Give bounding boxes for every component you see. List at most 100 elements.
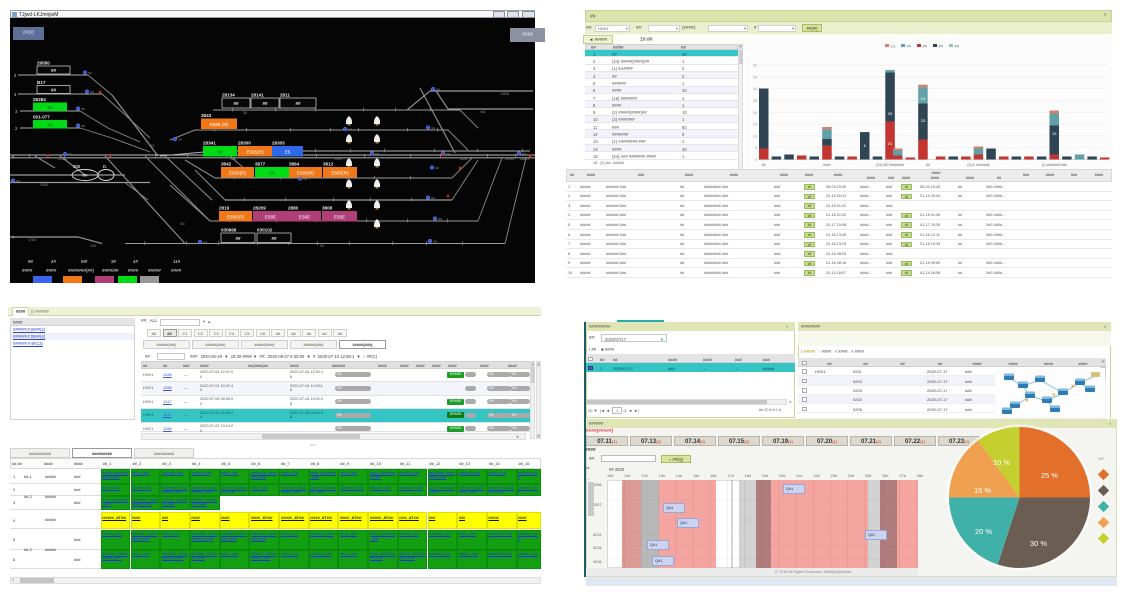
svg-text:3808: 3808 — [322, 206, 333, 211]
svg-text:29: 29 — [888, 111, 893, 116]
svg-text:58: 58 — [47, 105, 53, 110]
svg-text:6: 6 — [864, 143, 867, 148]
svg-text:58: 58 — [269, 170, 275, 175]
svg-text:22G: 22G — [335, 157, 342, 161]
svg-text:##: ## — [939, 43, 944, 48]
svg-text:030102: 030102 — [257, 228, 273, 233]
svg-text:×: × — [1052, 393, 1056, 399]
svg-text:15: 15 — [1052, 131, 1057, 136]
svg-text:E5: E5 — [285, 149, 291, 154]
svg-text:23: 23 — [921, 118, 926, 123]
svg-text:25: 25 — [753, 99, 757, 103]
svg-text:##: ## — [233, 101, 239, 106]
svg-text:2819: 2819 — [219, 206, 230, 211]
svg-text:10: 10 — [753, 134, 757, 138]
svg-text:23: 23 — [888, 141, 893, 146]
svg-text:uo: uo — [348, 128, 352, 132]
svg-text:uo: uo — [68, 153, 72, 157]
svg-text:S2: S2 — [150, 144, 154, 148]
svg-text:3812: 3812 — [323, 162, 334, 167]
svg-text:×: × — [1071, 384, 1075, 390]
svg-text:##: ## — [955, 43, 960, 48]
svg-text:##: ## — [235, 236, 241, 241]
svg-text:E585(R): E585(R) — [229, 170, 247, 175]
svg-text:0: 0 — [755, 158, 757, 162]
svg-text:##: ## — [295, 101, 301, 106]
svg-text:##: ## — [83, 173, 88, 178]
svg-text:E585 (R): E585 (R) — [210, 122, 229, 127]
svg-text:11D: 11D — [230, 157, 237, 161]
svg-text:2880: 2880 — [288, 206, 299, 211]
svg-text:1DD4: 1DD4 — [58, 157, 67, 161]
svg-text:×: × — [1025, 398, 1029, 404]
svg-text:13D8: 13D8 — [500, 92, 509, 96]
svg-text:2: 2 — [15, 126, 18, 131]
svg-text:7: 7 — [12, 235, 15, 240]
svg-text:28141: 28141 — [251, 93, 264, 98]
svg-text:40: 40 — [753, 64, 757, 68]
svg-text:5: 5 — [755, 146, 757, 150]
svg-text:30: 30 — [753, 87, 757, 91]
svg-text:3: 3 — [14, 92, 17, 97]
svg-text:35: 35 — [243, 111, 247, 115]
svg-text:15: 15 — [753, 123, 757, 127]
svg-text:uo: uo — [431, 196, 435, 200]
svg-text:uo: uo — [438, 217, 442, 221]
svg-text:35: 35 — [753, 75, 757, 79]
svg-text:58: 58 — [47, 122, 53, 127]
svg-text:uo: uo — [433, 240, 437, 244]
svg-text:28DG: 28DG — [520, 157, 530, 161]
svg-text:##: ## — [262, 101, 268, 106]
svg-text:E585(R): E585(R) — [331, 170, 349, 175]
svg-text:3G: 3G — [180, 222, 185, 226]
svg-text:E56E: E56E — [334, 214, 345, 219]
svg-text:28209: 28209 — [253, 206, 266, 211]
svg-text:2: 2 — [14, 73, 17, 78]
svg-text:1504: 1504 — [40, 183, 48, 187]
svg-text:3: 3 — [15, 109, 18, 114]
svg-text:uo: uo — [435, 166, 439, 170]
svg-text:D.: D. — [103, 164, 107, 169]
svg-text:2DG4: 2DG4 — [505, 157, 514, 161]
svg-text:006: 006 — [73, 164, 81, 169]
svg-text:3843: 3843 — [201, 113, 212, 118]
svg-text:uo: uo — [178, 138, 182, 142]
svg-text:uo: uo — [203, 241, 207, 245]
svg-text:3842: 3842 — [221, 162, 232, 167]
svg-text:E585(R): E585(R) — [227, 214, 245, 219]
svg-text:28305: 28305 — [272, 141, 285, 146]
svg-text:####: #### — [823, 163, 831, 167]
svg-text:28134: 28134 — [222, 93, 235, 98]
svg-text:1704: 1704 — [28, 238, 36, 242]
svg-text:uo: uo — [522, 152, 526, 156]
svg-text:uo: uo — [81, 124, 85, 128]
svg-text:E56E: E56E — [299, 214, 310, 219]
svg-text:28284: 28284 — [33, 97, 46, 102]
svg-text:##: ## — [51, 88, 57, 93]
svg-text:uo: uo — [436, 88, 440, 92]
svg-text:3877: 3877 — [255, 162, 266, 167]
svg-text:20: 20 — [753, 111, 757, 115]
svg-text:1DG: 1DG — [460, 157, 468, 161]
svg-text:(1) #######-###: (1) #######-### — [1042, 163, 1067, 167]
svg-text:28300: 28300 — [238, 141, 251, 146]
svg-text:uo: uo — [81, 107, 85, 111]
svg-text:030868: 030868 — [221, 228, 237, 233]
svg-text:34: 34 — [320, 244, 324, 248]
svg-text:##: ## — [926, 163, 930, 167]
svg-text:uo: uo — [375, 152, 379, 156]
svg-text:28341: 28341 — [203, 141, 216, 146]
svg-text:##: ## — [923, 43, 928, 48]
svg-text:(2) A. #######: (2) A. ####### — [967, 163, 989, 167]
svg-text:001-077: 001-077 — [33, 115, 50, 120]
svg-text:uo: uo — [431, 126, 435, 130]
svg-text:B17: B17 — [37, 80, 46, 85]
svg-text:3864: 3864 — [289, 162, 300, 167]
svg-text:37: 37 — [761, 76, 766, 81]
svg-text:C1: C1 — [891, 43, 897, 48]
svg-text:E585(R): E585(R) — [297, 170, 315, 175]
svg-text:##: ## — [51, 68, 57, 73]
svg-text:##: ## — [907, 43, 912, 48]
svg-text:58: 58 — [217, 149, 223, 154]
svg-text:29580: 29580 — [37, 61, 50, 66]
